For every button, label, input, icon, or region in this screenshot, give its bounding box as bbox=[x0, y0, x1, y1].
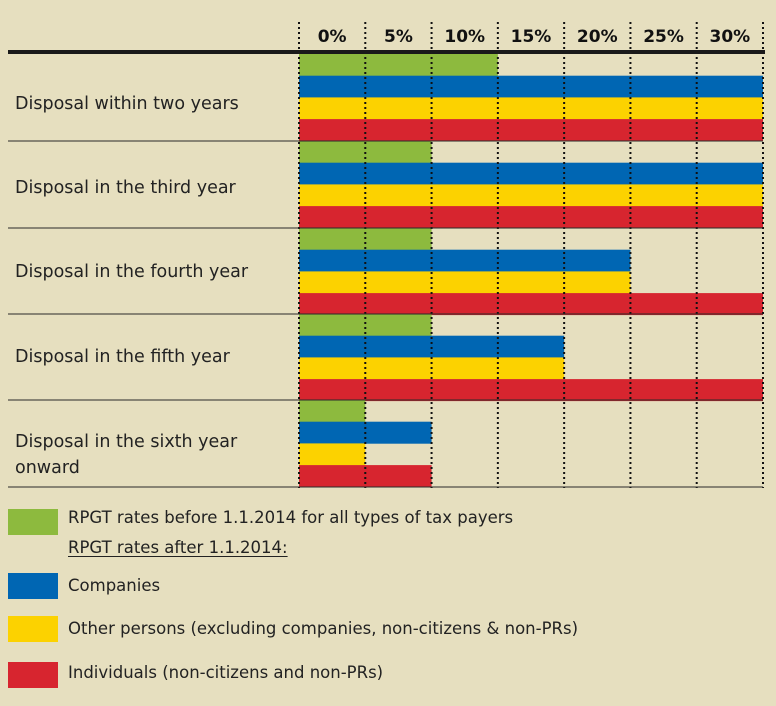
legend-label-individuals: Individuals (non-citizens and non-PRs) bbox=[68, 663, 384, 682]
bar-2-series-3 bbox=[299, 184, 763, 207]
category-label: Disposal within two years bbox=[15, 94, 239, 114]
bar-5-series-4 bbox=[299, 465, 432, 488]
bar-1-series-4 bbox=[299, 119, 763, 142]
x-tick-label: 0% bbox=[318, 27, 347, 47]
category-label: Disposal in the third year bbox=[15, 178, 237, 198]
legend-swatch-blue bbox=[8, 573, 58, 599]
bar-5-series-3 bbox=[299, 443, 366, 466]
x-tick-label: 25% bbox=[643, 27, 684, 47]
category-label-line: onward bbox=[15, 458, 80, 478]
bar-2-series-4 bbox=[299, 206, 763, 229]
legend-swatch-red bbox=[8, 662, 58, 688]
category-label: Disposal in the fifth year bbox=[15, 347, 231, 367]
legend-label-other-persons: Other persons (excluding companies, non-… bbox=[68, 619, 579, 638]
bar-2-series-2 bbox=[299, 162, 763, 185]
legend-swatch-green bbox=[8, 509, 58, 535]
legend-swatch-yellow bbox=[8, 616, 58, 642]
bar-1-series-3 bbox=[299, 97, 763, 120]
bar-1-series-2 bbox=[299, 75, 763, 98]
x-tick-label: 30% bbox=[710, 27, 751, 47]
x-tick-label: 20% bbox=[577, 27, 618, 47]
category-label-line: Disposal in the sixth year bbox=[15, 432, 238, 452]
bar-5-series-1 bbox=[299, 400, 366, 422]
category-label: Disposal in the sixth year onward bbox=[15, 432, 238, 478]
bar-3-series-4 bbox=[299, 293, 763, 316]
legend-heading-after-2014: RPGT rates after 1.1.2014: bbox=[68, 538, 288, 557]
bar-3-series-3 bbox=[299, 271, 631, 294]
category-label: Disposal in the fourth year bbox=[15, 262, 249, 282]
legend-label-before-2014: RPGT rates before 1.1.2014 for all types… bbox=[68, 508, 514, 527]
bar-3-series-2 bbox=[299, 249, 631, 272]
bar-4-series-1 bbox=[299, 314, 432, 336]
x-tick-label: 15% bbox=[511, 27, 552, 47]
legend-label-companies: Companies bbox=[68, 576, 161, 595]
bar-1-series-1 bbox=[299, 54, 498, 76]
rpgt-bar-chart: 0% 5% 10% 15% 20% 25% 30% Disposal within two y… bbox=[8, 22, 765, 488]
bar-4-series-4 bbox=[299, 379, 763, 402]
x-tick-label: 10% bbox=[444, 27, 485, 47]
x-tick-label: 5% bbox=[384, 27, 413, 47]
